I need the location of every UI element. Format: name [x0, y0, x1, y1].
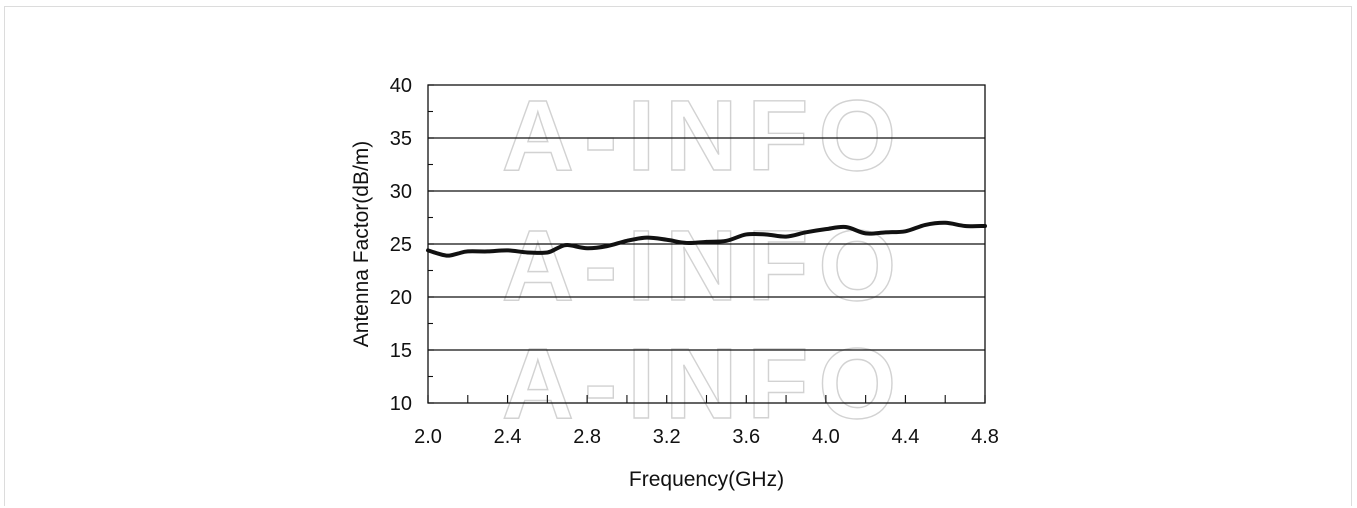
x-tick-labels: 2.0 2.4 2.8 3.2 3.6 4.0 4.4 4.8	[414, 426, 999, 448]
grid-lines	[428, 137, 985, 351]
watermark-text: A-INFO	[502, 80, 906, 192]
series-group	[426, 220, 987, 258]
y-tick-label: 35	[390, 128, 412, 150]
x-tick-label: 2.0	[414, 426, 442, 448]
x-tick-label: 4.4	[892, 426, 920, 448]
watermark-text: A-INFO	[502, 328, 906, 440]
y-tick-labels: 10 15 20 25 30 35 40	[390, 75, 412, 415]
y-tick-label: 40	[390, 75, 412, 97]
y-tick-label: 15	[390, 340, 412, 362]
plot-area	[427, 84, 986, 404]
y-tick-label: 20	[390, 287, 412, 309]
x-tick-label: 4.8	[971, 426, 999, 448]
x-tick-label: 2.8	[573, 426, 601, 448]
x-tick-label: 3.2	[653, 426, 681, 448]
y-axis-title: Antenna Factor(dB/m)	[350, 141, 373, 348]
x-tick-label: 3.6	[732, 426, 760, 448]
y-tick-label: 25	[390, 234, 412, 256]
series-line	[426, 220, 987, 258]
y-tick-label: 30	[390, 181, 412, 203]
x-axis-title: Frequency(GHz)	[629, 468, 784, 491]
x-tick-label: 2.4	[494, 426, 522, 448]
x-tick-label: 4.0	[812, 426, 840, 448]
y-tick-label: 10	[390, 393, 412, 415]
figure-frame	[4, 6, 1352, 506]
